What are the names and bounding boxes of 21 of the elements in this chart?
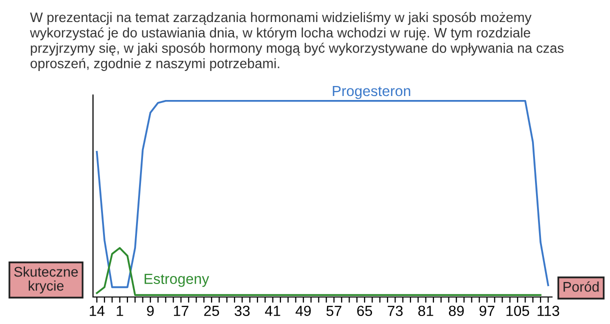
x-tick-label: 1	[116, 306, 124, 316]
x-tick-label: 33	[234, 306, 250, 316]
series-label: Estrogeny	[144, 274, 210, 287]
chart-title: W prezentacji na temat zarządzania hormonami widzieliśmy w jaki sposób możemy wykorzystać je do ustawiania dnia, w którym locha wchodzi w ruję. W tym rozdziale przyjrzymy się, w jaki sposób hormony mogą być wykorzystywane do wpływania na czas oproszeń, zgodnie z naszymi potrzebami.	[30, 12, 564, 71]
x-tick-label: 73	[388, 306, 403, 316]
series-label: Progesteron	[332, 86, 410, 100]
x-tick-label: 81	[418, 306, 434, 316]
x-tick-label: 89	[448, 306, 464, 316]
x-tick-label: 25	[204, 306, 220, 316]
x-tick-label: 65	[357, 306, 372, 316]
x-tick-label: 97	[480, 306, 494, 316]
x-tick-label: 17	[174, 306, 188, 316]
x-tick-label: 113	[538, 306, 560, 316]
text: Skuteczne krycie	[14, 266, 78, 294]
x-tick-label: 49	[296, 306, 311, 316]
x-tick-label: 9	[147, 306, 154, 316]
text: Poród	[564, 281, 599, 292]
x-tick-label: 41	[265, 306, 280, 316]
x-tick-label: 57	[326, 306, 342, 316]
x-tick-label: 105	[506, 306, 530, 316]
x-tick-label: 14	[90, 306, 105, 316]
